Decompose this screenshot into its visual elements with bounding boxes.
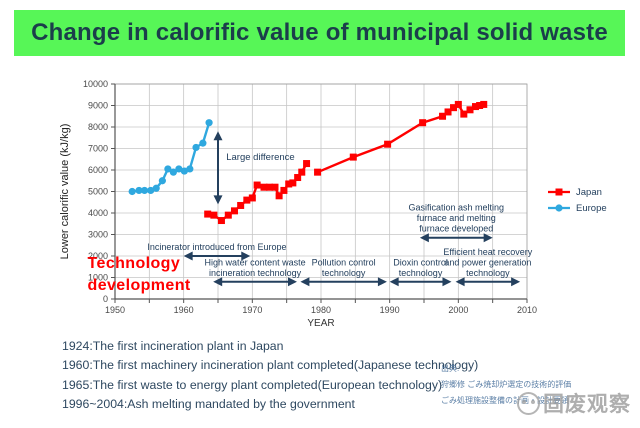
annotations: Large difference Incinerator introduced f…: [88, 131, 533, 294]
axes: 0 1000 2000 3000 4000 5000 6000 7000 8000 9000 100…: [59, 79, 537, 329]
svg-text:4000: 4000: [88, 208, 108, 218]
tech-era-label: technology: [322, 268, 366, 278]
tech-era-label: furnace and melting: [417, 213, 496, 223]
x-axis-label: YEAR: [307, 318, 334, 329]
page-title: Change in calorific value of municipal s…: [31, 19, 608, 46]
tech-era-label: and power generation: [444, 257, 531, 267]
calorific-value-chart: 0 1000 2000 3000 4000 5000 6000 7000 8000 9000 100…: [59, 79, 607, 329]
watermark-text: 固废观察: [543, 393, 631, 416]
timeline-note-1996-2004: 1996~2004:Ash melting mandated by the go…: [62, 397, 355, 412]
svg-text:5000: 5000: [88, 187, 108, 197]
technology-development-label: Technology: [88, 255, 181, 272]
svg-text:3000: 3000: [88, 230, 108, 240]
watermark: 固废观察: [517, 388, 631, 418]
legend: Japan Europe: [548, 187, 607, 214]
svg-text:10000: 10000: [83, 79, 108, 89]
tech-era-label: Gasification ash melting: [408, 203, 504, 213]
svg-text:1000: 1000: [88, 273, 108, 283]
timeline-note-1924: 1924:The first incineration plant in Jap…: [62, 339, 284, 353]
tech-era-label: furnace developed: [419, 224, 493, 234]
svg-text:2000: 2000: [88, 251, 108, 261]
series-japan: [204, 100, 488, 225]
source-reference-1: 狩郷修 ごみ焼却炉選定の技術的評価: [441, 380, 572, 389]
svg-text:1960: 1960: [174, 305, 194, 315]
watermark-logo-icon: [517, 391, 540, 415]
svg-text:1980: 1980: [311, 305, 331, 315]
svg-text:2000: 2000: [448, 305, 468, 315]
svg-text:1970: 1970: [242, 305, 262, 315]
tech-era-label: High water content waste: [205, 257, 306, 267]
title-banner: Change in calorific value of municipal s…: [14, 10, 625, 56]
svg-text:7000: 7000: [88, 144, 108, 154]
tech-era-label: technology: [466, 268, 510, 278]
svg-text:6000: 6000: [88, 165, 108, 175]
timeline-note-1965: 1965:The first waste to energy plant com…: [62, 377, 443, 392]
legend-label-europe: Europe: [576, 203, 607, 214]
timeline-notes: 1924:The first incineration plant in Jap…: [62, 337, 478, 415]
svg-text:0: 0: [103, 294, 108, 304]
timeline-note-1960: 1960:The first machinery incineration pl…: [62, 358, 479, 373]
y-axis-label: Lower calorific value (kJ/kg): [59, 124, 71, 260]
tech-era-label: incineration technology: [209, 268, 302, 278]
series-europe: [128, 119, 213, 196]
svg-text:1990: 1990: [380, 305, 400, 315]
tech-era-label: Dioxin control: [393, 257, 448, 267]
svg-text:8000: 8000: [88, 122, 108, 132]
source-label: 出典:: [441, 364, 460, 373]
large-difference-label: Large difference: [226, 152, 294, 163]
tech-era-label: Incinerator introduced from Europe: [147, 242, 286, 252]
technology-development-label: development: [88, 277, 191, 294]
svg-text:2010: 2010: [517, 305, 537, 315]
svg-text:1950: 1950: [105, 305, 125, 315]
tech-era-label: Efficient heat recovery: [443, 247, 532, 257]
legend-label-japan: Japan: [576, 187, 602, 198]
chart: 0 1000 2000 3000 4000 5000 6000 7000 8000 9000 100…: [0, 70, 640, 338]
source-citation: 出典: 狩郷修 ごみ焼却炉選定の技術的評価 ごみ処理施設整備の計画・設計要領: [441, 361, 571, 409]
tech-era-label: Pollution control: [312, 257, 376, 267]
tech-era-label: technology: [399, 268, 443, 278]
svg-text:9000: 9000: [88, 101, 108, 111]
source-reference-2: ごみ処理施設整備の計画・設計要領: [441, 396, 569, 405]
